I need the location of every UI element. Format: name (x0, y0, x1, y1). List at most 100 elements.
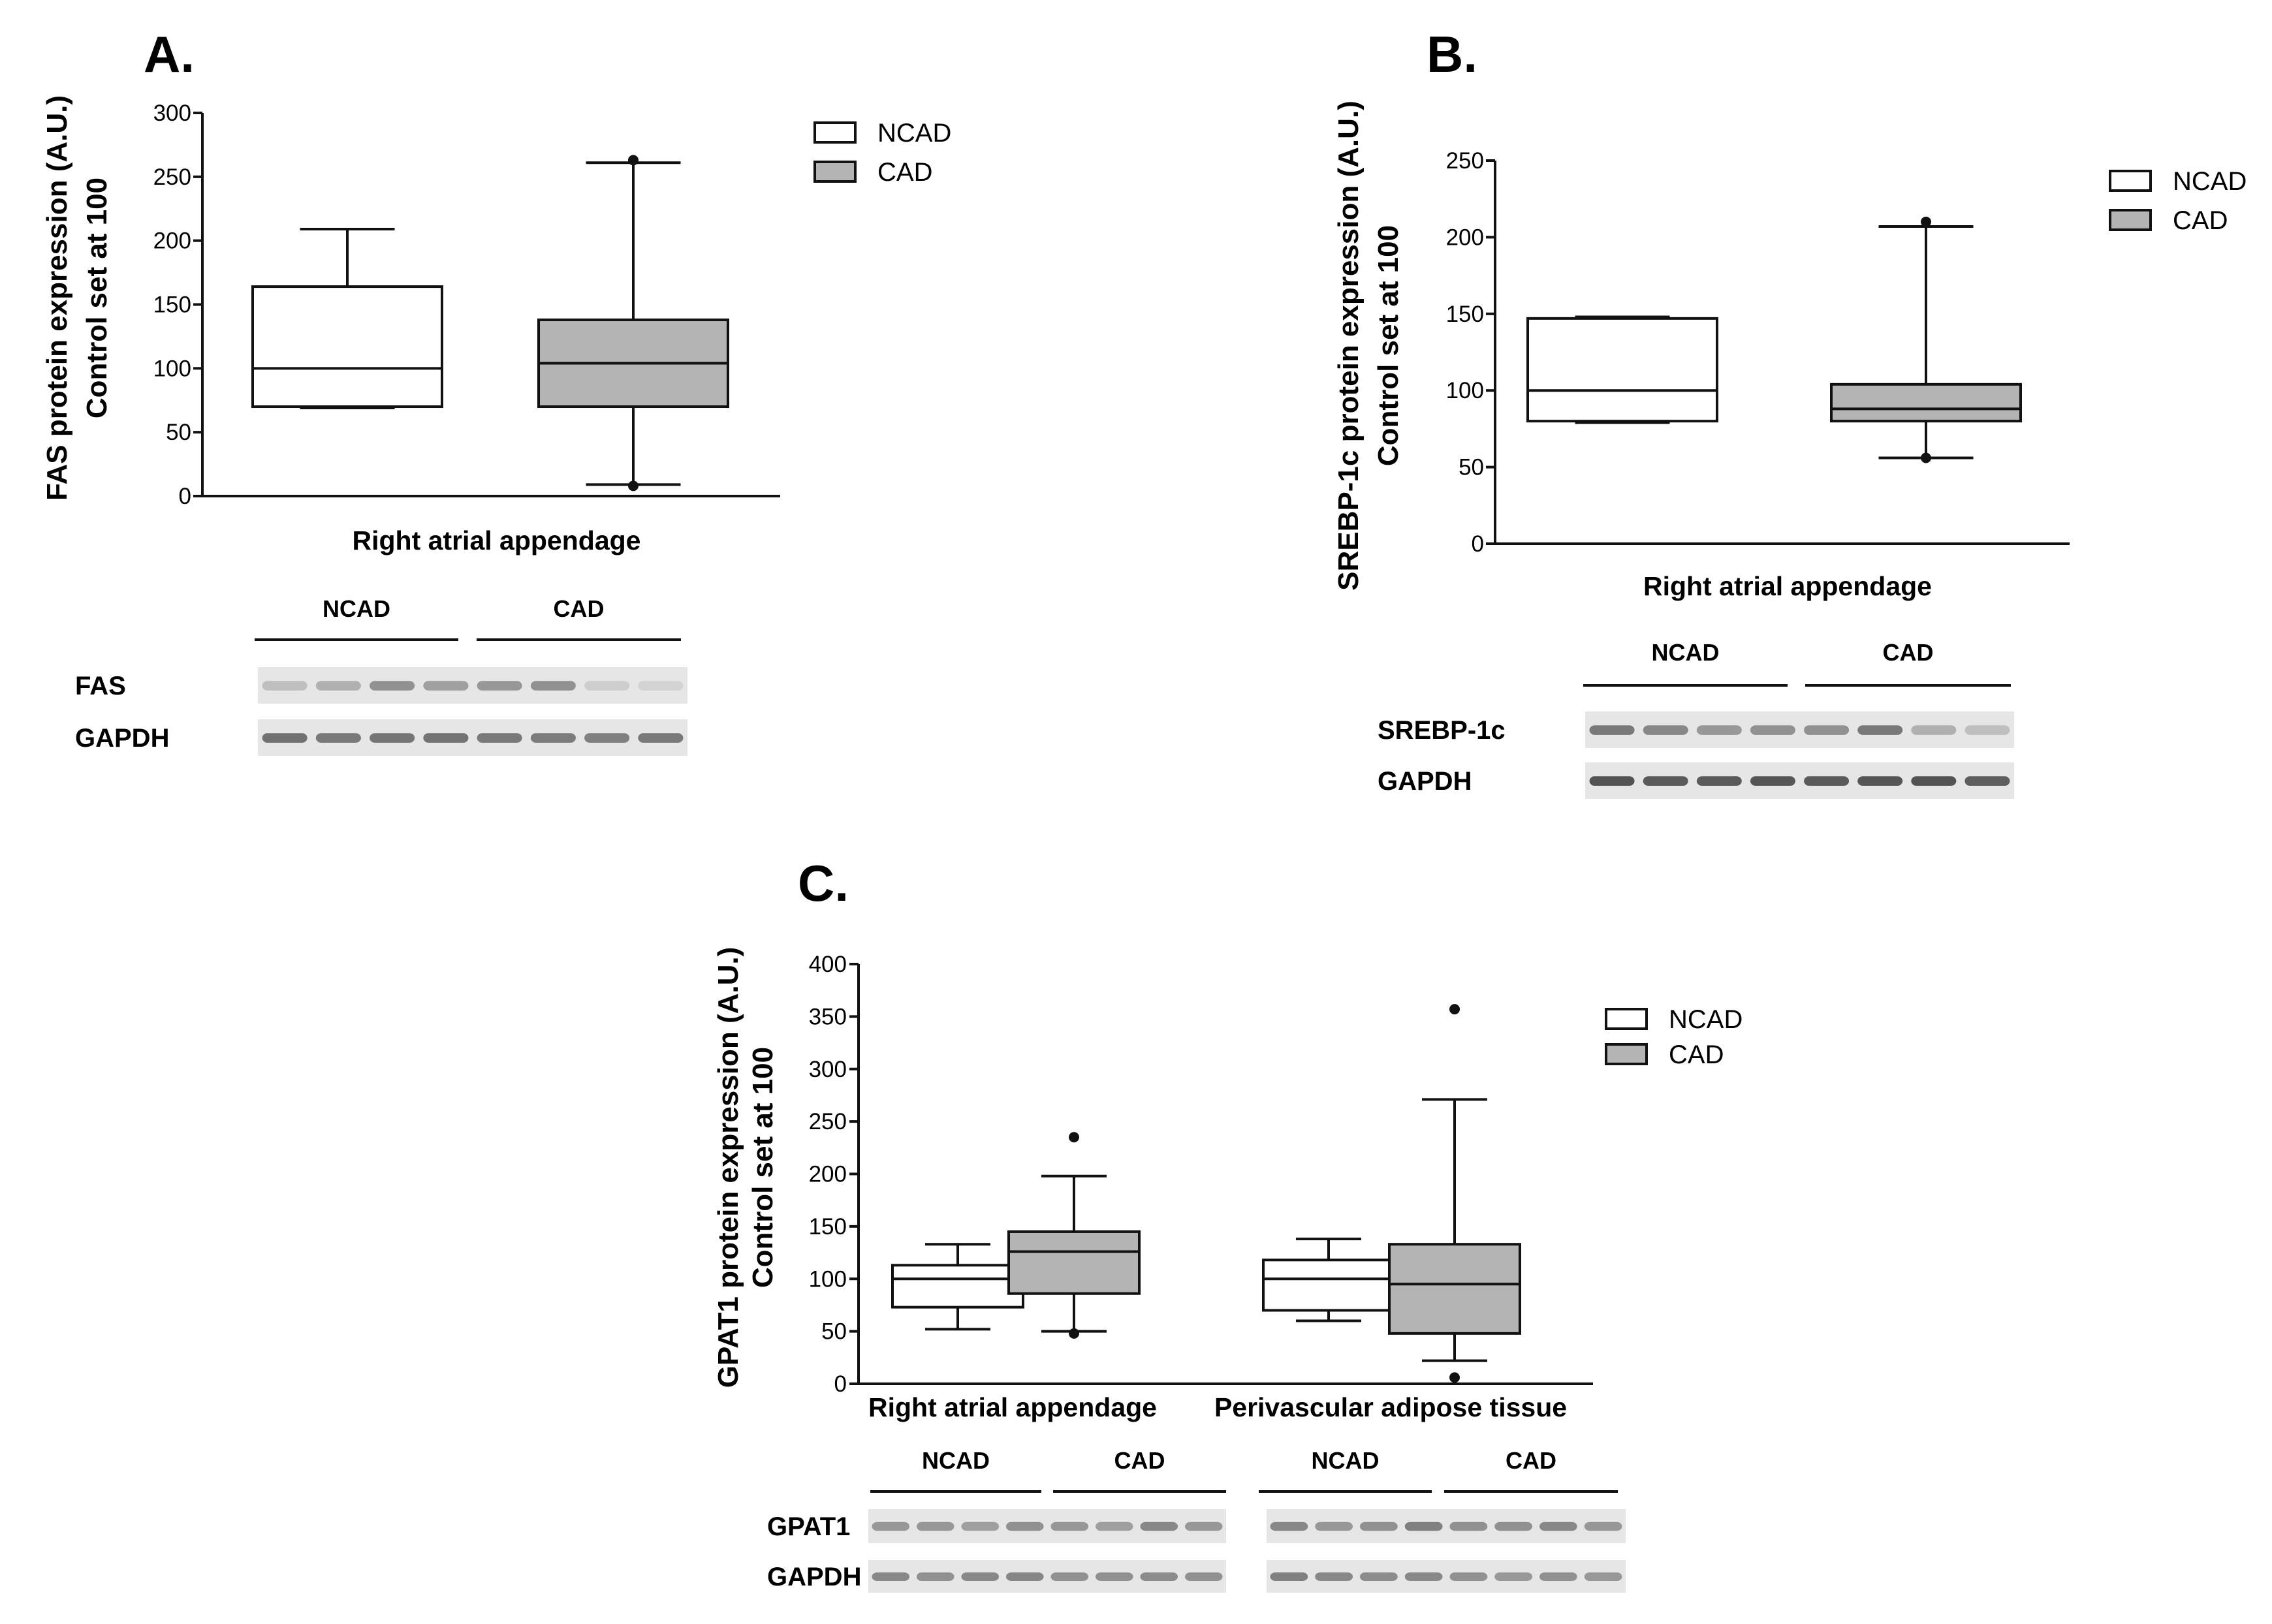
blot-band (584, 733, 630, 743)
blot-group-label: CAD (1883, 639, 1934, 666)
blot-band (916, 1572, 955, 1581)
blot-band (1050, 1572, 1089, 1581)
blot-row-label: GAPDH (75, 724, 169, 753)
panel-label: C. (798, 854, 849, 912)
box-ncad (251, 285, 443, 409)
blot-band (370, 733, 415, 743)
blot-band (1494, 1572, 1532, 1581)
blot-band (1911, 776, 1957, 786)
blot-band (262, 681, 308, 691)
y-axis-title-line1: FAS protein expression (A.U.) (41, 95, 73, 501)
blot-band (1270, 1522, 1308, 1531)
blot-band (1584, 1522, 1622, 1531)
legend-label: NCAD (2173, 167, 2247, 196)
blot-band (961, 1522, 1000, 1531)
y-tick-label: 0 (834, 1371, 847, 1397)
y-tick-label: 0 (1472, 531, 1484, 557)
blot-band (1539, 1522, 1577, 1531)
blot-band (1494, 1522, 1532, 1531)
blot-row-label: FAS (75, 672, 126, 700)
outlier-point (1921, 452, 1931, 463)
legend-swatch-ncad (2109, 170, 2152, 192)
blot-group-label: NCAD (1652, 639, 1720, 666)
blot-band (1404, 1522, 1443, 1531)
blot-band (961, 1572, 1000, 1581)
y-tick-label: 150 (153, 292, 191, 318)
blot-band (1584, 1572, 1622, 1581)
panel-b: B. 0 50 100 150 200 250 SREBP-1c protein expres… (1333, 25, 2247, 799)
blot-band (530, 681, 576, 691)
blot-row-label: GPAT1 (767, 1512, 850, 1541)
y-tick-label: 50 (821, 1319, 847, 1345)
outlier-point (628, 480, 639, 492)
x-axis-title: Right atrial appendage (353, 525, 641, 555)
blot-membrane (258, 667, 687, 704)
blot-band (262, 733, 308, 743)
blot-band (1140, 1522, 1178, 1531)
blot-band (1315, 1522, 1353, 1531)
panel-label: A. (144, 25, 195, 83)
blot-band (638, 733, 684, 743)
y-tick-label: 300 (153, 101, 191, 126)
legend-label: CAD (1669, 1040, 1724, 1069)
blot-band (1643, 725, 1688, 735)
x-axis-title: Right atrial appendage (1643, 571, 1932, 601)
blot-band (1360, 1522, 1398, 1531)
x-category-label: Right atrial appendage (868, 1392, 1157, 1422)
outlier-point (1069, 1328, 1079, 1339)
legend-label: NCAD (1669, 1005, 1743, 1034)
box-ncad (891, 1264, 1024, 1309)
blot-band (1095, 1522, 1133, 1531)
y-tick-label: 250 (1446, 148, 1484, 174)
y-axis-title-line1: SREBP-1c protein expression (A.U.) (1333, 101, 1365, 591)
blot-band (1005, 1522, 1044, 1531)
blot-band (1270, 1572, 1308, 1581)
blot-band (1539, 1572, 1577, 1581)
y-tick-label: 200 (1446, 225, 1484, 250)
blot-band (1964, 725, 2010, 735)
blot-band (1696, 725, 1742, 735)
blot-band (315, 733, 361, 743)
blot-group-label: NCAD (1312, 1447, 1380, 1474)
blot-band (1857, 776, 1903, 786)
outlier-point (1449, 1372, 1460, 1383)
y-tick-label: 250 (809, 1109, 847, 1134)
blot-band (1184, 1522, 1223, 1531)
box-cad (1007, 1230, 1141, 1295)
x-category-label: Perivascular adipose tissue (1214, 1392, 1567, 1422)
y-tick-label: 100 (153, 356, 191, 381)
y-tick-label: 200 (153, 228, 191, 254)
blot-band (1804, 776, 1850, 786)
y-axis-title-line2: Control set at 100 (1372, 225, 1404, 466)
blot-band (1449, 1522, 1488, 1531)
y-tick-label: 50 (166, 420, 191, 445)
blot-row-label: GAPDH (1378, 767, 1472, 796)
outlier-point (1921, 216, 1931, 227)
blot-band (1911, 725, 1957, 735)
blot-band (872, 1572, 910, 1581)
legend-swatch-cad (2109, 209, 2152, 231)
y-tick-label: 250 (153, 164, 191, 190)
y-tick-label: 50 (1459, 455, 1484, 480)
blot-band (423, 681, 469, 691)
blot-band (370, 681, 415, 691)
blot-band (1050, 1522, 1089, 1531)
outlier-point (1449, 1004, 1460, 1015)
y-tick-label: 100 (809, 1266, 847, 1292)
blot-band (530, 733, 576, 743)
outlier-point (628, 155, 639, 166)
blot-band (1643, 776, 1688, 786)
legend-swatch-cad (1605, 1043, 1648, 1065)
panel-label: B. (1427, 25, 1477, 83)
blot-band (1750, 725, 1795, 735)
y-axis-title-line1: GPAT1 protein expression (A.U.) (712, 947, 744, 1388)
blot-band (1140, 1572, 1178, 1581)
blot-band (872, 1522, 910, 1531)
box-cad (1830, 383, 2022, 423)
blot-band (1696, 776, 1742, 786)
y-tick-label: 0 (179, 484, 191, 509)
blot-band (1404, 1572, 1443, 1581)
panel-a: A. 0 50 100 150 200 250 300 FAS protein expressi… (41, 25, 951, 756)
blot-band (1804, 725, 1850, 735)
